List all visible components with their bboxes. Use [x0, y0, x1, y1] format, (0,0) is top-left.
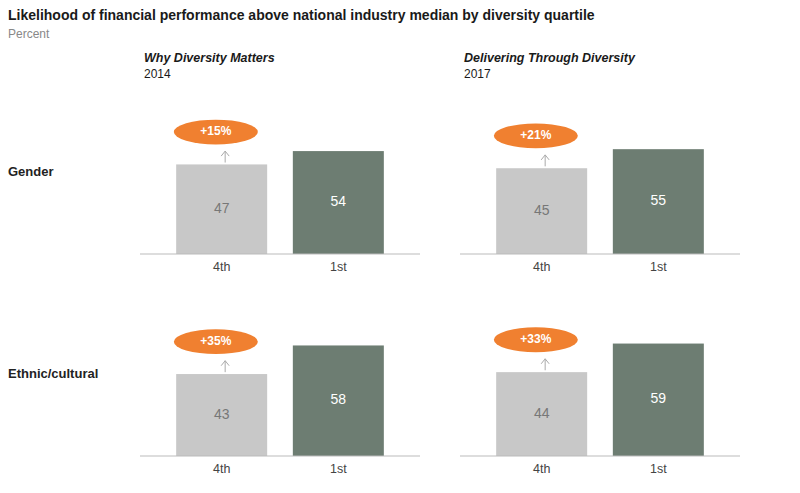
x-tick-label: 4th [213, 462, 230, 476]
x-axis-line [140, 456, 420, 457]
annotation-badge [174, 329, 258, 354]
bar [613, 149, 704, 254]
x-tick-label: 1st [650, 260, 667, 274]
data-label: 45 [534, 202, 550, 218]
x-tick-label: 1st [650, 462, 667, 476]
annotation-arrowhead [221, 151, 229, 156]
x-axis-line [140, 254, 420, 255]
data-label: 44 [534, 405, 550, 421]
x-tick-label: 4th [213, 260, 230, 274]
plot-area [176, 151, 384, 254]
x-tick-label: 4th [533, 260, 550, 274]
subtitle: Percent [8, 27, 50, 41]
annotation: +35% [200, 334, 231, 348]
annotation-arrow [545, 155, 546, 166]
annotation-badge [174, 120, 258, 145]
bar [176, 164, 267, 254]
data-label: 43 [214, 406, 230, 422]
panel-title: Delivering Through Diversity [464, 51, 636, 65]
x-tick-label: 1st [330, 260, 347, 274]
chart-root: Likelihood of financial performance abov… [0, 0, 800, 493]
annotation: +33% [520, 332, 551, 346]
data-label: 55 [651, 192, 667, 208]
annotation-badge [494, 327, 578, 352]
labels: 47 4th 54 1st +15% [174, 120, 347, 274]
annotation-arrow [225, 151, 226, 162]
annotation-arrow [225, 361, 226, 372]
bar [496, 168, 587, 254]
data-label: 47 [214, 200, 230, 216]
bar [293, 151, 384, 254]
panel-subtitle: 2017 [464, 67, 491, 81]
labels: 45 4th 55 1st +21% [494, 123, 667, 274]
annotation-arrowhead [221, 361, 229, 366]
bar [496, 372, 587, 456]
labels: 43 4th 58 1st +35% [174, 329, 347, 476]
labels: 44 4th 59 1st +33% [494, 327, 667, 476]
bar [293, 345, 384, 456]
title: Likelihood of financial performance abov… [8, 7, 595, 23]
annotation-arrowhead [541, 359, 549, 364]
data-label: 58 [331, 391, 347, 407]
bar [176, 374, 267, 456]
data-label: 54 [331, 193, 347, 209]
plot-area [176, 345, 384, 456]
x-tick-label: 4th [533, 462, 550, 476]
annotation: +15% [200, 124, 231, 138]
row-label: Gender [8, 164, 54, 179]
panel-subtitle: 2014 [144, 67, 171, 81]
x-axis-line [460, 456, 740, 457]
plot-area [496, 344, 704, 456]
panel-title: Why Diversity Matters [144, 51, 275, 65]
annotation-badge [494, 123, 578, 148]
bar [613, 344, 704, 456]
annotation-arrow [545, 359, 546, 370]
data-label: 59 [651, 390, 667, 406]
annotation-arrowhead [541, 155, 549, 160]
x-axis-line [460, 254, 740, 255]
x-tick-label: 1st [330, 462, 347, 476]
row-label: Ethnic/cultural [8, 366, 98, 381]
plot-area [496, 149, 704, 254]
annotation: +21% [520, 128, 551, 142]
